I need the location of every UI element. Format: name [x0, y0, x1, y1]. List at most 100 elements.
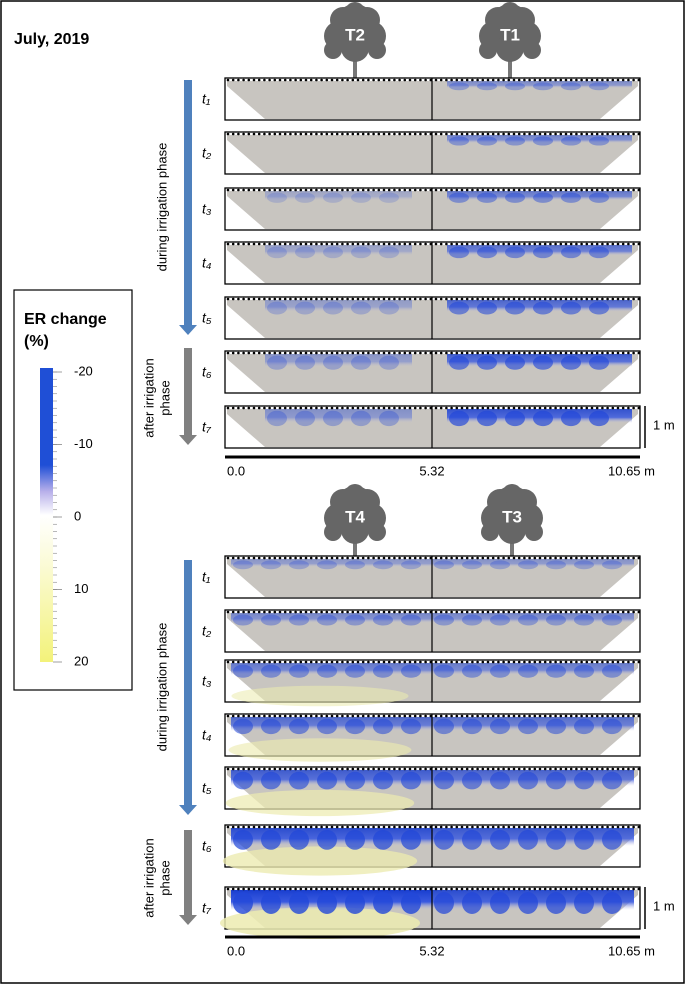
electrode	[445, 351, 448, 355]
electrode	[268, 297, 271, 301]
electrode	[439, 406, 443, 410]
electrode	[278, 242, 282, 246]
electrode	[408, 132, 412, 136]
electrode	[460, 660, 464, 664]
electrode	[637, 242, 641, 246]
low-er-blob	[462, 614, 482, 626]
electrode	[465, 610, 469, 614]
electrode	[491, 714, 495, 718]
phase-label: phase	[157, 860, 172, 895]
electrode	[601, 297, 604, 301]
electrode	[497, 887, 500, 891]
electrode	[382, 132, 386, 136]
electrode	[273, 556, 277, 560]
electrode	[403, 660, 407, 664]
electrode	[627, 242, 630, 246]
electrode	[231, 406, 235, 410]
low-er-blob	[449, 410, 469, 427]
low-er-blob	[574, 664, 594, 678]
electrode	[606, 887, 609, 891]
electrode	[408, 351, 412, 355]
electrode	[356, 556, 360, 560]
time-label: t₂	[202, 145, 212, 161]
electrode	[569, 297, 573, 301]
electrode	[538, 188, 542, 192]
electrode	[325, 825, 329, 829]
low-er-blob	[379, 355, 399, 370]
electrode	[299, 297, 303, 301]
electrode	[283, 132, 287, 136]
electrode	[268, 132, 271, 136]
electrode	[580, 610, 583, 614]
tree-label: T2	[345, 25, 365, 44]
electrode	[413, 825, 417, 829]
yellow-zone	[231, 685, 409, 707]
electrode	[387, 610, 391, 614]
electrode	[564, 825, 568, 829]
low-er-blob	[261, 829, 281, 850]
electrode	[263, 610, 266, 614]
electrode	[601, 660, 604, 664]
low-er-blob	[267, 355, 287, 370]
electrode	[387, 406, 391, 410]
electrode	[377, 297, 381, 301]
electrode	[439, 351, 443, 355]
electrode	[361, 406, 365, 410]
electrode	[294, 351, 297, 355]
low-er-blob	[602, 560, 622, 570]
electrode	[595, 297, 599, 301]
electrode	[512, 188, 516, 192]
electrode	[564, 188, 568, 192]
electrode	[554, 406, 557, 410]
electrode	[445, 406, 448, 410]
electrode	[341, 78, 344, 82]
electrode	[575, 242, 578, 246]
electrode	[559, 406, 563, 410]
electrode	[309, 610, 313, 614]
electrode	[299, 660, 303, 664]
electrode	[450, 767, 453, 771]
legend-tick-label: -20	[74, 363, 93, 378]
electrode	[268, 351, 271, 355]
electrode	[590, 78, 594, 82]
electrode	[304, 887, 308, 891]
electrode	[351, 297, 355, 301]
electrode	[398, 297, 401, 301]
electrode	[585, 714, 589, 718]
electrode	[575, 297, 578, 301]
electrode	[523, 351, 526, 355]
electrode	[424, 767, 427, 771]
section	[220, 886, 641, 939]
electrode	[533, 188, 537, 192]
electrode	[580, 767, 583, 771]
electrode	[611, 767, 615, 771]
electrode	[393, 887, 396, 891]
electrode	[424, 132, 427, 136]
electrode	[419, 556, 422, 560]
electrode	[465, 242, 469, 246]
electrode	[299, 887, 303, 891]
electrode	[439, 242, 443, 246]
electrode	[289, 297, 292, 301]
electrode	[257, 714, 261, 718]
electrode	[590, 610, 594, 614]
electrode	[367, 660, 370, 664]
electrode	[564, 297, 568, 301]
electrode	[320, 297, 323, 301]
low-er-blob	[490, 771, 510, 790]
electrode	[538, 351, 542, 355]
electrode	[393, 406, 396, 410]
electrode	[497, 351, 500, 355]
electrode	[278, 188, 282, 192]
electrode	[445, 714, 448, 718]
electrode	[398, 132, 401, 136]
section	[224, 350, 641, 394]
electrode	[601, 556, 604, 560]
electrode	[393, 660, 396, 664]
electrode	[486, 78, 490, 82]
electrode	[569, 887, 573, 891]
electrode	[502, 132, 505, 136]
electrode	[450, 556, 453, 560]
electrode	[231, 351, 235, 355]
